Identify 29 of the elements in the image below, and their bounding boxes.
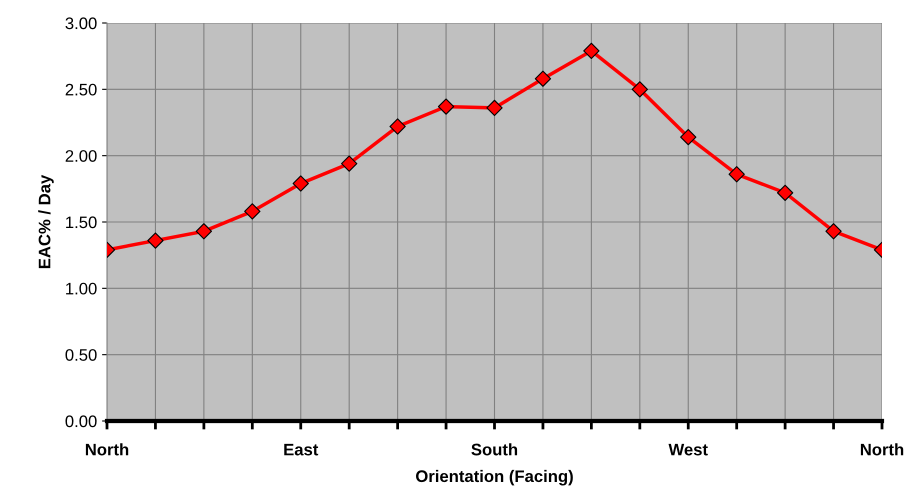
point	[341, 155, 358, 172]
x-tick-label: West	[668, 444, 708, 456]
y-tick-label: 1.50	[66, 216, 97, 228]
y-tick-label: 2.50	[66, 84, 97, 96]
point	[776, 184, 794, 201]
point	[438, 98, 454, 115]
point	[486, 100, 503, 116]
x-tick-label: North	[86, 443, 128, 456]
x-tick-label: South	[471, 443, 518, 456]
y-tick-label: 3.00	[65, 17, 97, 30]
y-tick-label: 2.00	[66, 150, 97, 162]
point	[292, 175, 309, 192]
point	[680, 128, 696, 146]
point	[244, 203, 260, 220]
y-tick-label: 0.50	[65, 349, 97, 361]
x-tick-label: East	[284, 444, 318, 456]
point	[534, 70, 552, 87]
point	[632, 81, 648, 98]
x-tick-label: North	[860, 443, 904, 456]
point	[196, 223, 212, 240]
point	[825, 223, 842, 240]
y-axis-title: EAC% / Day	[38, 174, 54, 268]
y-tick-label: 0.00	[65, 415, 97, 428]
y-tick-label: 1.00	[66, 282, 97, 295]
x-axis-title: Orientation (Facing)	[416, 470, 573, 486]
point	[728, 166, 745, 182]
point	[389, 118, 406, 135]
point	[147, 232, 164, 249]
point	[583, 42, 600, 60]
